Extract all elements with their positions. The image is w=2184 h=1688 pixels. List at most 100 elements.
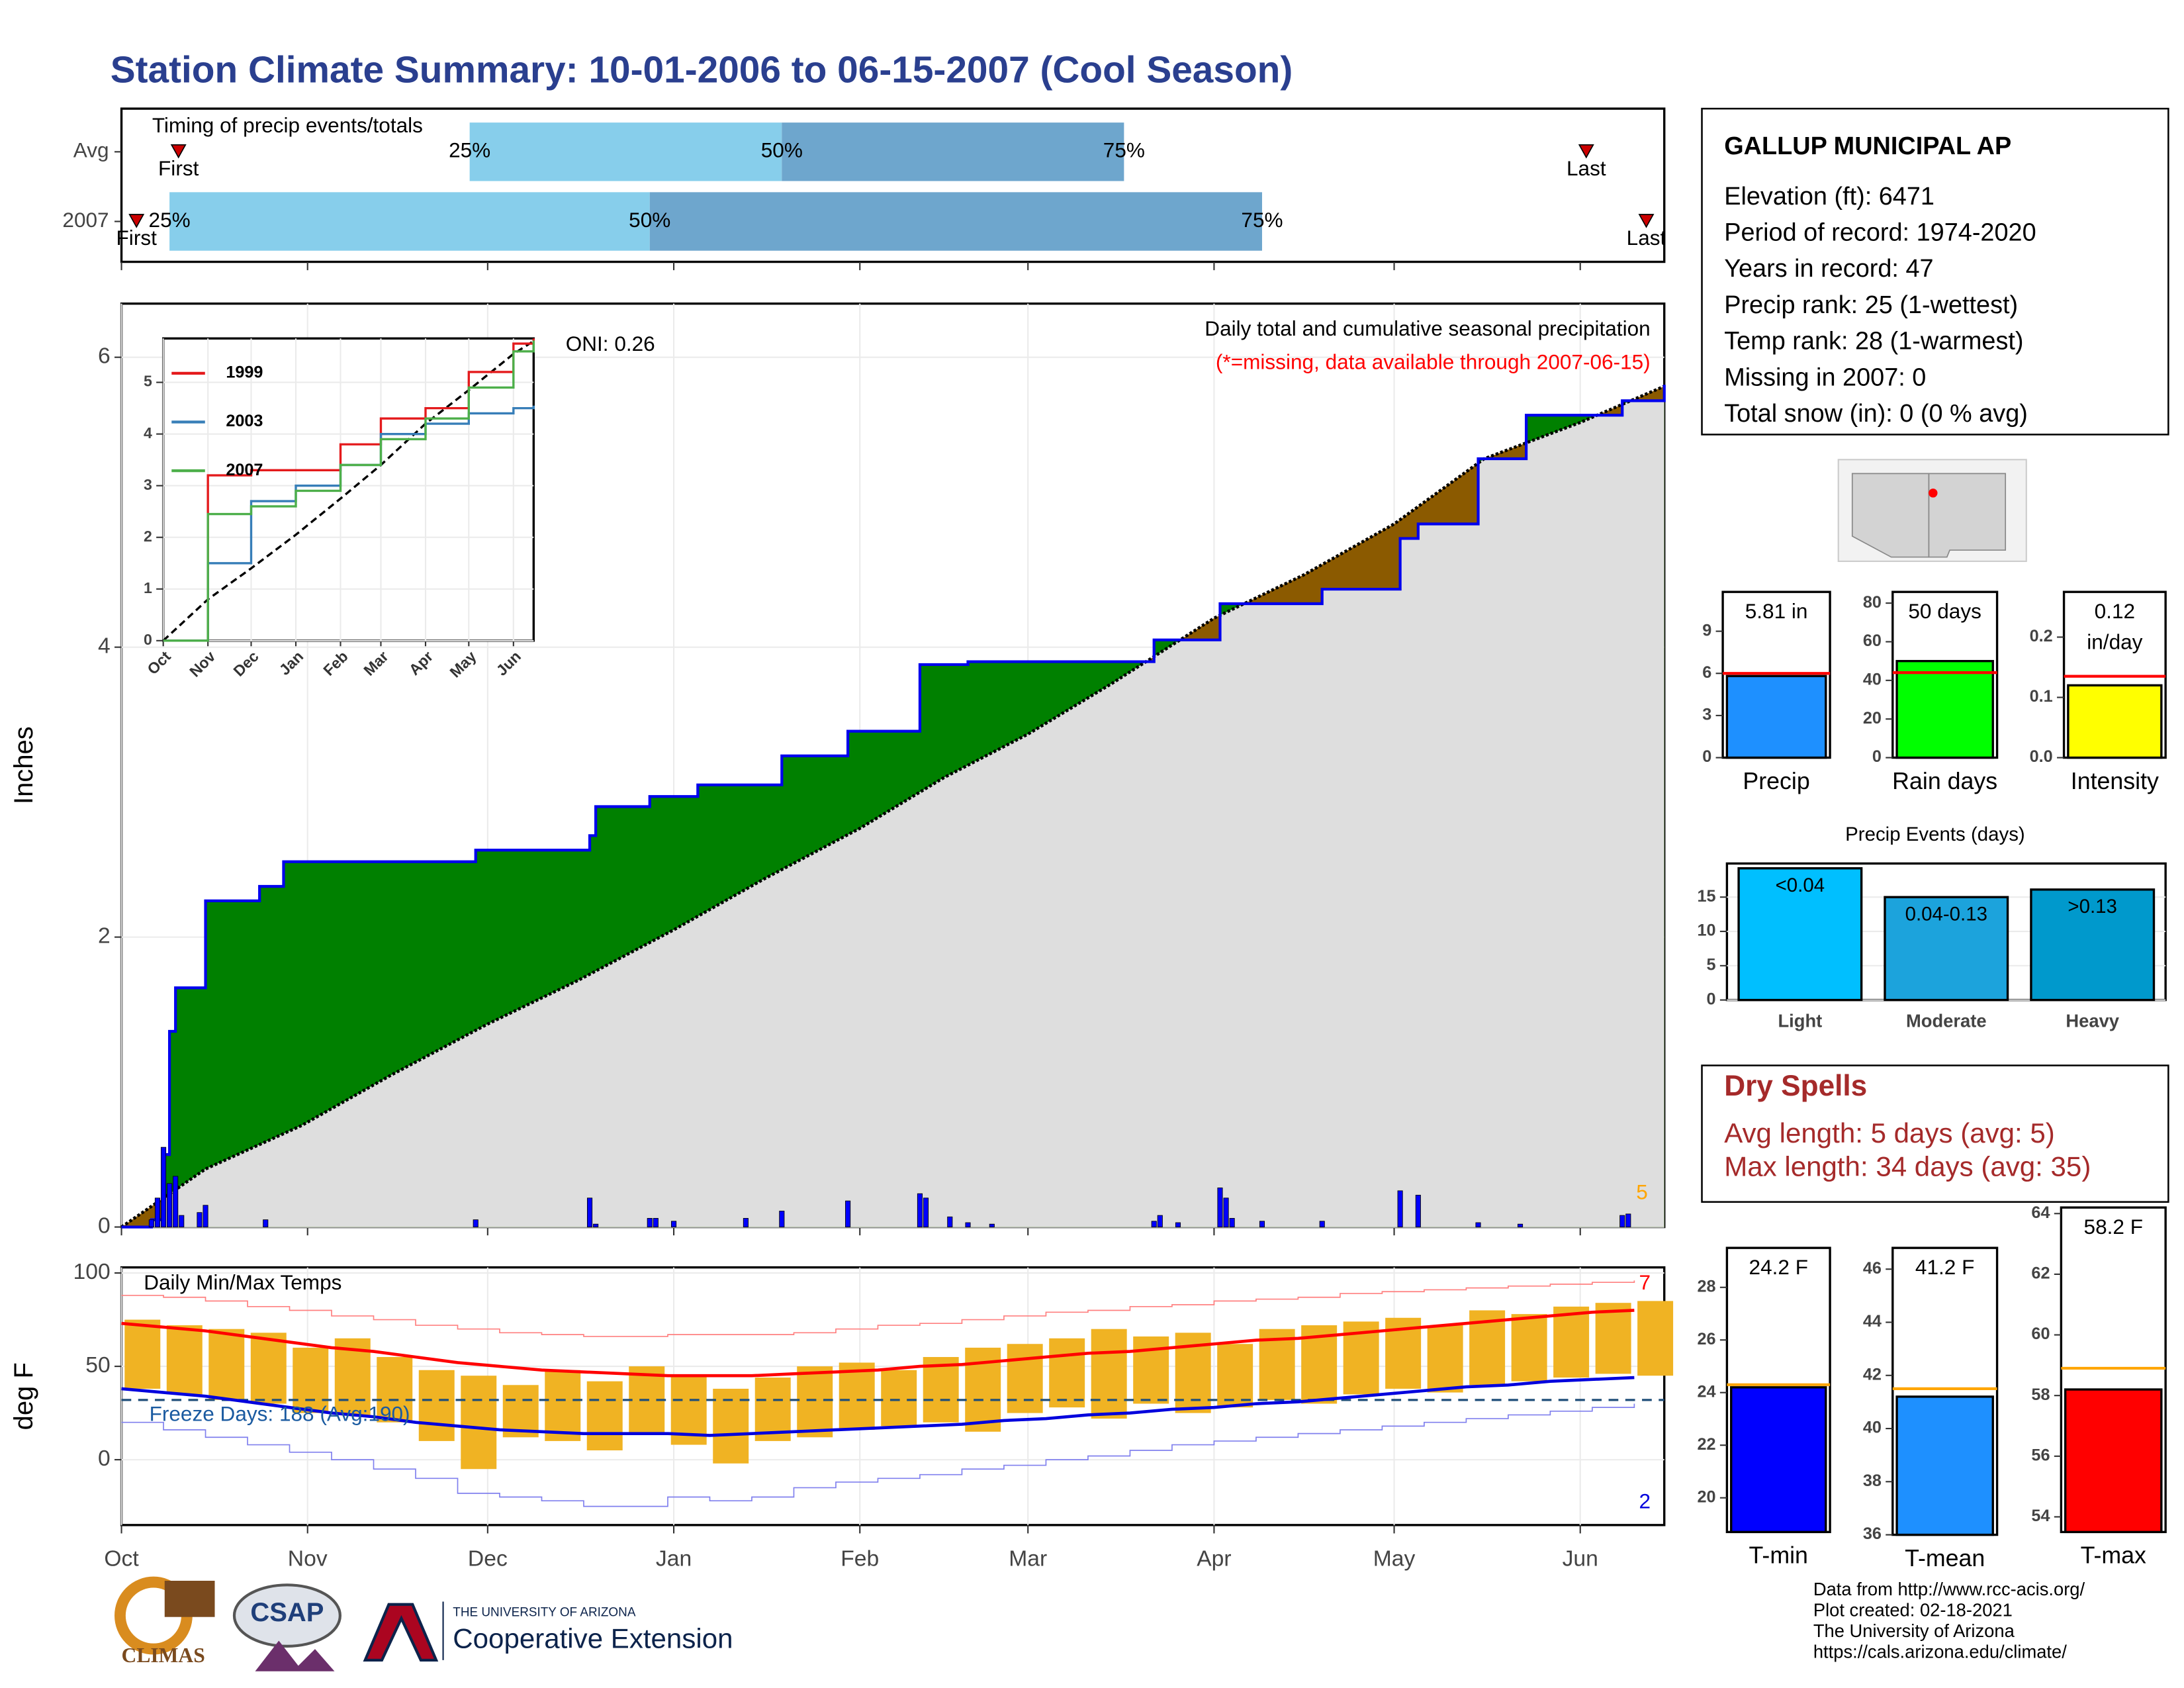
record-high-count: 7 <box>1639 1270 1651 1294</box>
quartile-label: 50% <box>629 208 670 232</box>
y-tick-label: 22 <box>1697 1435 1715 1454</box>
daily-precip-bar <box>593 1223 599 1228</box>
daily-temp-bar <box>461 1376 497 1470</box>
y-tick-label: 9 <box>1702 621 1711 639</box>
normal-max-line <box>121 1309 1635 1378</box>
y-tick-label: 6 <box>98 344 111 369</box>
row-label: Avg <box>73 138 109 162</box>
daily-temp-bar <box>1049 1338 1085 1408</box>
x-tick-label: Nov <box>288 1546 328 1571</box>
event-label: First <box>158 156 199 180</box>
y-tick-label: 4 <box>98 634 111 659</box>
daily-temp-bar <box>1595 1303 1631 1374</box>
y-tick-label: 0 <box>1707 990 1716 1008</box>
station-line: Elevation (ft): 6471 <box>1724 183 1934 211</box>
chart-title: Precip Events (days) <box>1845 823 2025 845</box>
daily-precip-bar <box>917 1193 923 1228</box>
daily-temp-bar <box>1553 1306 1590 1378</box>
y-tick-label: 20 <box>1863 709 1882 727</box>
daily-temp-bar <box>713 1388 749 1464</box>
season-line <box>121 385 1666 1229</box>
y-tick-label: 24 <box>1697 1382 1715 1401</box>
dry-spell-lines: Avg length: 5 days (avg: 5)Max length: 3… <box>1724 1117 2091 1182</box>
y-tick-label: 3 <box>1702 706 1711 724</box>
station-line: Period of record: 1974-2020 <box>1724 218 2036 246</box>
credit-line: The University of Arizona <box>1813 1620 2015 1641</box>
bar <box>1725 675 1827 759</box>
logos: CLIMAS CSAP THE UNIVERSITY OF ARIZONA Co… <box>114 1576 733 1671</box>
ua-logo <box>363 1603 439 1662</box>
logo-text: THE UNIVERSITY OF ARIZONA <box>453 1605 636 1619</box>
daily-temp-bar <box>1217 1344 1253 1408</box>
x-tick-label: Oct <box>104 1546 139 1571</box>
daily-temp-bar <box>502 1385 539 1438</box>
daily-temp-bar <box>797 1366 833 1438</box>
daily-precip-bar <box>1319 1221 1325 1228</box>
map-state <box>1851 473 1930 558</box>
y-tick-label: 64 <box>2031 1203 2050 1222</box>
daily-precip-bar <box>947 1216 953 1228</box>
daily-precip-bar <box>154 1197 161 1228</box>
normal-min-line <box>121 1376 1635 1437</box>
daily-temp-bar <box>1007 1344 1043 1413</box>
legend-label: 2007 <box>226 461 263 479</box>
daily-temp-bar <box>586 1381 623 1451</box>
x-tick-label: Jan <box>656 1546 692 1571</box>
csap-logo <box>255 1640 335 1671</box>
daily-precip-bar <box>1619 1215 1625 1228</box>
daily-precip-bar <box>845 1200 851 1228</box>
bar-label: <0.04 <box>1776 874 1825 896</box>
value-label: 41.2 F <box>1915 1256 1975 1280</box>
daily-precip-bar <box>671 1221 677 1228</box>
location-map <box>1837 459 2027 562</box>
daily-precip-bar <box>1397 1190 1403 1228</box>
logo-text: CSAP <box>250 1598 324 1627</box>
y-tick-label: 40 <box>1863 671 1882 689</box>
daily-precip-bar <box>263 1219 269 1228</box>
y-tick-label: 38 <box>1863 1472 1882 1490</box>
logo-text: CLIMAS <box>122 1644 205 1667</box>
bar <box>2030 888 2156 1002</box>
credit-line: https://cals.arizona.edu/climate/ <box>1813 1642 2067 1662</box>
daily-temp-bar <box>208 1329 245 1400</box>
daily-temp-bar <box>124 1319 161 1389</box>
record-min-line <box>121 1403 1635 1507</box>
timing-rows: 25% 50% 75% First Last 25% 50% 75% First Last <box>116 122 1666 251</box>
chart-title: Daily total and cumulative seasonal prec… <box>1205 316 1650 340</box>
csap-logo <box>232 1583 341 1648</box>
y-tick-label: 60 <box>1863 632 1882 650</box>
climas-logo <box>164 1580 215 1617</box>
credit-line: Plot created: 02-18-2021 <box>1813 1600 2013 1620</box>
y-tick-label: 0.2 <box>2030 627 2053 645</box>
value-label-box: 0.12 in/day <box>2087 600 2142 655</box>
station-name: GALLUP MUNICIPAL AP <box>1724 132 2011 160</box>
page-title: Station Climate Summary: 10-01-2006 to 0… <box>111 49 1293 91</box>
y-tick-label: 44 <box>1863 1312 1882 1331</box>
x-tick-label: Heavy <box>2066 1011 2119 1031</box>
bar <box>1730 1386 1827 1534</box>
daily-precip-bar <box>197 1212 203 1228</box>
daily-temp-bar <box>545 1370 581 1441</box>
bar <box>1884 896 2009 1002</box>
event-label: Last <box>1627 226 1666 250</box>
y-tick-label: 2 <box>144 528 152 545</box>
y-tick-label: 42 <box>1863 1365 1882 1383</box>
station-line: Precip rank: 25 (1-wettest) <box>1724 291 2018 319</box>
daily-temp-bar <box>166 1325 203 1395</box>
value-label: 24.2 F <box>1749 1256 1808 1280</box>
dry-spells-box <box>1701 1064 2169 1203</box>
y-tick-label: 40 <box>1863 1419 1882 1437</box>
daily-temp-bar <box>377 1356 413 1423</box>
credits: Data from http://www.rcc-acis.org/Plot c… <box>1813 1579 2085 1662</box>
quartile-bar <box>649 192 1262 251</box>
legend-label: 2003 <box>226 412 263 430</box>
station-box <box>1701 107 2169 436</box>
daily-precip-bar <box>779 1211 785 1228</box>
daily-precip-bar <box>1151 1221 1157 1228</box>
credit-line: Data from http://www.rcc-acis.org/ <box>1813 1579 2085 1599</box>
station-location <box>1929 489 1938 498</box>
daily-precip-bar <box>179 1215 185 1228</box>
daily-precip-bar <box>965 1222 971 1228</box>
oni-label: ONI: 0.26 <box>566 332 655 355</box>
